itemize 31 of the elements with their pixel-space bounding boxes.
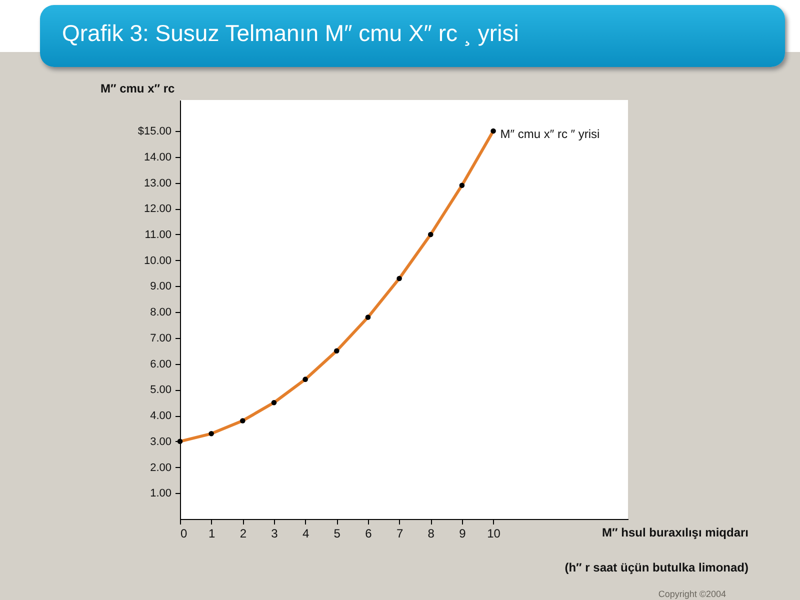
- y-tick-label: 8.00: [150, 306, 172, 319]
- y-tick-label: 9.00: [150, 280, 172, 293]
- y-tick-label: 3.00: [150, 436, 172, 448]
- x-tick-label: 9: [459, 526, 466, 540]
- x-tick-label: 1: [208, 526, 216, 540]
- text: M″ hsul buraxılışı miqdarı (h″ r saat üçün butulka limonad): [564, 526, 748, 574]
- y-tick-label: 6.00: [150, 358, 172, 370]
- y-tick-label: 11.00: [144, 228, 172, 241]
- y-tick-label: 1.00: [150, 488, 172, 500]
- y-tick-label: 7.00: [150, 332, 172, 344]
- x-tick-label: 3: [271, 526, 278, 540]
- x-tick-label: 2: [240, 526, 247, 540]
- y-tick-label: 12.00: [144, 203, 172, 216]
- x-tick-label: 7: [396, 526, 404, 540]
- x-tick-label: 5: [334, 526, 341, 540]
- y-tick-label: 14.00: [144, 151, 172, 164]
- text: Copyright ©2004: [658, 589, 726, 599]
- y-tick-label: $15.00: [138, 126, 172, 138]
- series-label: M″ cmu x″ rc ″ yrisi: [500, 127, 600, 142]
- y-tick-label: 10.00: [144, 254, 172, 267]
- chart-title: Qrafik 3: Susuz Telmanın M″ cmu X″ rc ¸ yrisi: [62, 19, 519, 48]
- x-tick-label: 8: [428, 526, 435, 540]
- y-axis-title: M″ cmu x″ rc: [100, 82, 176, 96]
- y-tick-label: 4.00: [150, 410, 172, 422]
- y-tick-label: 13.00: [144, 177, 172, 190]
- x-tick-label: 6: [365, 526, 372, 540]
- x-tick-label: 10: [487, 526, 501, 540]
- y-tick-label: 2.00: [150, 462, 172, 474]
- y-tick-label: 5.00: [150, 384, 172, 396]
- x-tick-label: 0: [180, 526, 188, 540]
- x-tick-label: 4: [302, 526, 310, 540]
